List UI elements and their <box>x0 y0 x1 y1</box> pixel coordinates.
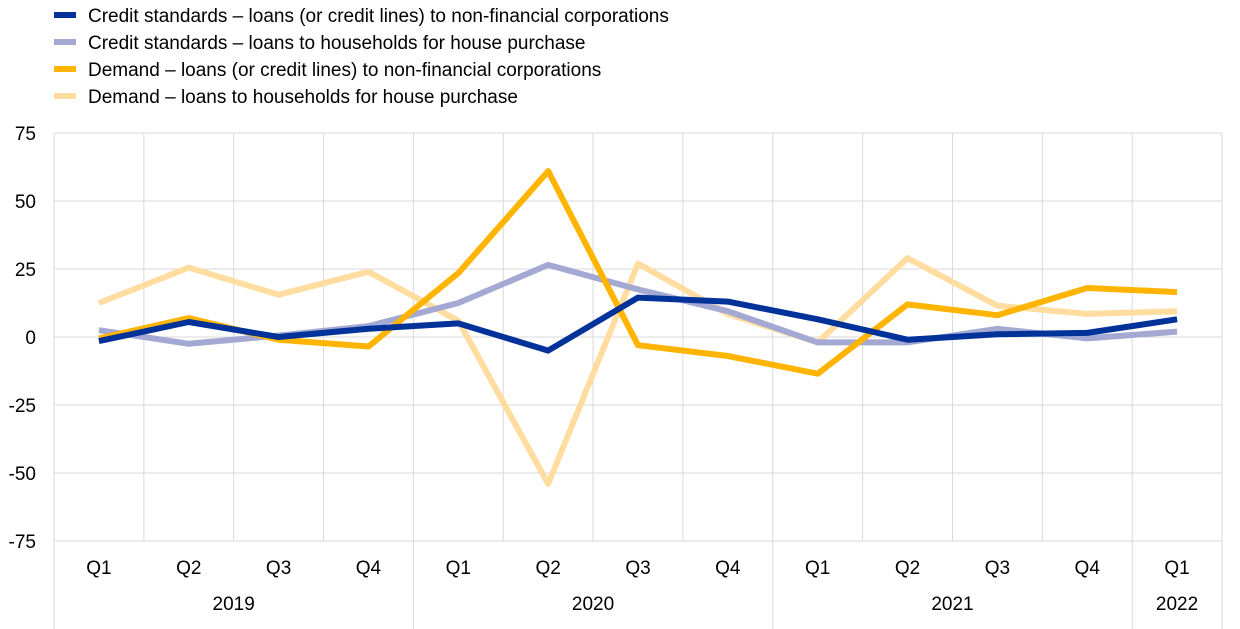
x-tick-label: Q3 <box>266 558 291 579</box>
legend-label: Demand – loans (or credit lines) to non-… <box>88 60 601 81</box>
x-tick-label: Q4 <box>715 558 741 579</box>
y-tick-label: 50 <box>15 192 36 213</box>
x-tick-label: Q3 <box>625 558 650 579</box>
series-lines <box>97 168 1178 487</box>
legend-label: Credit standards – loans (or credit line… <box>88 6 669 27</box>
x-axis: Q1 Q2 Q3 Q4 Q1 Q2 Q3 Q4 Q1 Q2 Q3 Q4 Q1 2019 2020 2021 20… <box>53 541 1223 629</box>
y-tick-label: -50 <box>9 464 36 485</box>
year-label: 2022 <box>1156 594 1198 615</box>
legend-label: Demand – loans to households for house p… <box>88 87 518 108</box>
x-tick-label: Q2 <box>176 558 201 579</box>
series-line <box>97 255 1178 487</box>
y-tick-label: -75 <box>9 532 36 553</box>
x-tick-label: Q4 <box>1075 558 1101 579</box>
x-tick-label: Q1 <box>446 558 471 579</box>
x-tick-label: Q1 <box>805 558 830 579</box>
x-tick-label: Q4 <box>356 558 382 579</box>
x-tick-label: Q2 <box>535 558 560 579</box>
series-line <box>98 294 1178 354</box>
legend-label: Credit standards – loans to households f… <box>88 33 585 54</box>
year-label: 2021 <box>931 594 973 615</box>
y-tick-label: 75 <box>15 124 36 145</box>
y-tick-label: -25 <box>9 396 36 417</box>
legend: Credit standards – loans (or credit line… <box>54 6 669 108</box>
y-tick-label: 25 <box>15 260 36 281</box>
y-tick-label: 0 <box>25 328 36 349</box>
x-tick-label: Q1 <box>86 558 111 579</box>
year-label: 2019 <box>213 594 255 615</box>
x-tick-label: Q3 <box>985 558 1010 579</box>
year-label: 2020 <box>572 594 614 615</box>
x-tick-label: Q2 <box>895 558 920 579</box>
y-axis: 75 50 25 0 -25 -50 -75 <box>9 124 36 553</box>
x-tick-label: Q1 <box>1164 558 1189 579</box>
